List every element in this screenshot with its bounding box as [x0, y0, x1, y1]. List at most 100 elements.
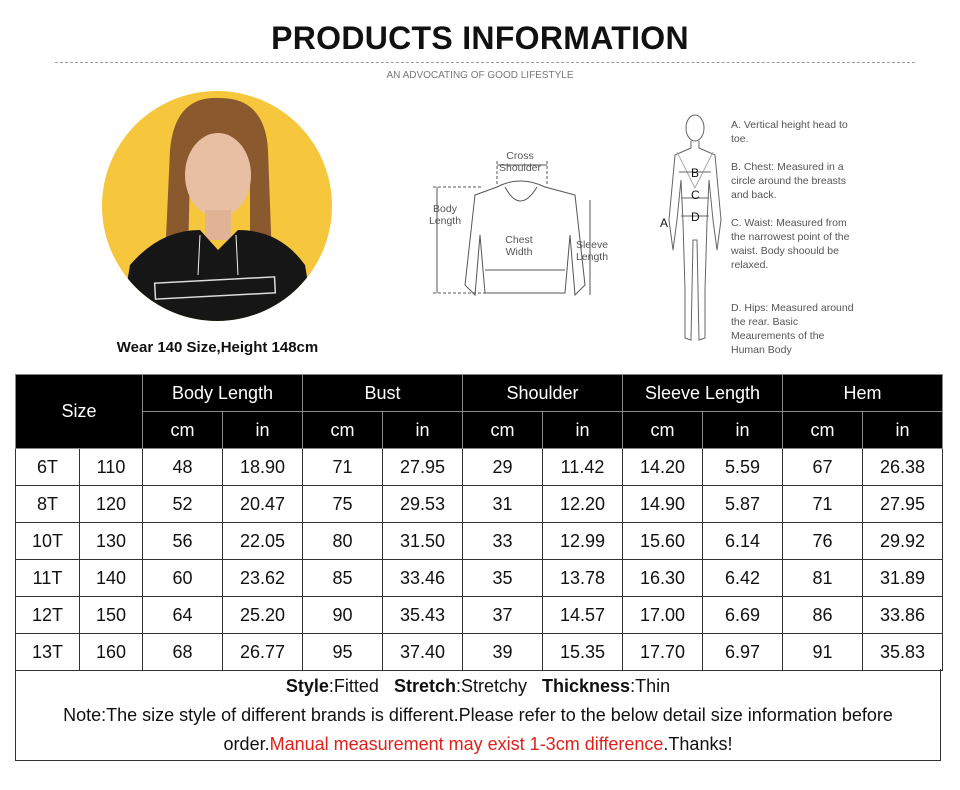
table-cell: 6T [15, 448, 80, 486]
table-cell: 12.20 [542, 485, 624, 523]
table-cell: 39 [462, 633, 544, 671]
marker: A [660, 216, 669, 230]
table-cell: 85 [302, 559, 384, 597]
table-cell: 10T [15, 522, 80, 560]
table-cell: 5.87 [702, 485, 784, 523]
table-cell: 67 [782, 448, 864, 486]
stretch-value: :Stretchy [455, 676, 528, 696]
unit-header: in [542, 411, 624, 449]
table-cell: 71 [782, 485, 864, 523]
table-cell: 15.60 [622, 522, 704, 560]
table-row: 8T 120 52 20.47 75 29.53 31 12.20 14.90 5.87 71 27.… [15, 485, 944, 523]
unit-header: cm [622, 411, 704, 449]
unit-header: cm [462, 411, 544, 449]
chest-width-label: Chest Width [505, 234, 533, 258]
header-row: Size Body Length Bust Shoulder Sleeve Lengt… [14, 374, 944, 449]
table-cell: 12.99 [542, 522, 624, 560]
subtitle: AN ADVOCATING OF GOOD LIFESTYLE [386, 70, 574, 81]
table-cell: 27.95 [382, 448, 464, 486]
table-cell: 120 [78, 485, 144, 523]
style-value: :Fitted [328, 676, 379, 696]
table-cell: 52 [142, 485, 224, 523]
measure-note: A. Vertical height head to toe. [731, 119, 848, 145]
table-cell: 68 [142, 633, 224, 671]
table-cell: 6.14 [702, 522, 784, 560]
table-cell: 33.46 [382, 559, 464, 597]
style-label: Style [285, 676, 329, 696]
table-cell: 86 [782, 596, 864, 634]
table-cell: 14.20 [622, 448, 704, 486]
garment-diagram [433, 161, 591, 297]
table-cell: 8T [15, 485, 80, 523]
table-cell: 64 [142, 596, 224, 634]
table-cell: 29.92 [862, 522, 944, 560]
table-cell: 37 [462, 596, 544, 634]
table-cell: 12T [15, 596, 80, 634]
marker: D [691, 210, 700, 224]
table-cell: 56 [142, 522, 224, 560]
size-table: Size Body Length Bust Shoulder Sleeve Lengt… [14, 374, 944, 671]
unit-header: in [382, 411, 464, 449]
table-cell: 25.20 [222, 596, 304, 634]
table-cell: 13T [15, 633, 80, 671]
table-cell: 5.59 [702, 448, 784, 486]
table-cell: 140 [78, 559, 144, 597]
group-header: Bust [302, 374, 464, 412]
stretch-label: Stretch [393, 676, 456, 696]
unit-row: cm in cm in cm in cm in cm in [16, 411, 944, 449]
measure-note: C. Waist: Measured from the narrowest po… [731, 217, 850, 271]
cross-shoulder-label: Cross Shoulder [498, 150, 542, 174]
table-header: Size Body Length Bust Shoulder Sleeve Lengt… [14, 374, 944, 449]
footer: Style:Fitted Stretch:Stretchy Thickness:… [15, 669, 941, 761]
table-cell: 29 [462, 448, 544, 486]
table-row: 12T 150 64 25.20 90 35.43 37 14.57 17.00 6.69 86 33… [15, 596, 944, 634]
size-header: Size [14, 374, 144, 449]
warning: Manual measurement may exist 1-3cm diffe… [269, 734, 664, 754]
group-header: Sleeve Length [622, 374, 784, 412]
marker: C [691, 188, 700, 202]
table-cell: 35.43 [382, 596, 464, 634]
table-cell: 26.38 [862, 448, 944, 486]
table-cell: 11.42 [542, 448, 624, 486]
table-body: 6T 110 48 18.90 71 27.95 29 11.42 14.20 5.59 67 26.… [15, 448, 944, 671]
table-cell: 14.57 [542, 596, 624, 634]
table-cell: 90 [302, 596, 384, 634]
table-cell: 33.86 [862, 596, 944, 634]
table-cell: 60 [142, 559, 224, 597]
table-cell: 6.69 [702, 596, 784, 634]
table-cell: 22.05 [222, 522, 304, 560]
table-cell: 150 [78, 596, 144, 634]
table-cell: 35.83 [862, 633, 944, 671]
model-photo [102, 91, 332, 321]
table-cell: 23.62 [222, 559, 304, 597]
thickness-label: Thickness [542, 676, 631, 696]
group-header: Hem [782, 374, 944, 412]
table-cell: 20.47 [222, 485, 304, 523]
table-cell: 91 [782, 633, 864, 671]
sleeve-length-label: Sleeve Length [575, 239, 609, 263]
unit-header: cm [142, 411, 224, 449]
note: Note:The size style of different brands … [63, 705, 893, 754]
table-cell: 110 [78, 448, 144, 486]
unit-header: in [862, 411, 944, 449]
table-cell: 71 [302, 448, 384, 486]
closing: .Thanks! [663, 734, 733, 754]
divider [55, 62, 915, 63]
table-cell: 33 [462, 522, 544, 560]
group-header: Shoulder [462, 374, 624, 412]
table-cell: 16.30 [622, 559, 704, 597]
table-row: 6T 110 48 18.90 71 27.95 29 11.42 14.20 5.59 67 26.… [15, 448, 944, 486]
table-cell: 11T [15, 559, 80, 597]
measure-note: D. Hips: Measured around the rear. Basic… [731, 302, 854, 356]
table-cell: 6.42 [702, 559, 784, 597]
fabric-line: Style:Fitted Stretch:Stretchy Thickness:… [16, 672, 940, 701]
unit-header: cm [302, 411, 384, 449]
table-cell: 80 [302, 522, 384, 560]
note-line: Note:The size style of different brands … [16, 701, 940, 759]
title: PRODUCTS INFORMATION [271, 20, 689, 56]
table-cell: 27.95 [862, 485, 944, 523]
table-cell: 81 [782, 559, 864, 597]
table-cell: 75 [302, 485, 384, 523]
